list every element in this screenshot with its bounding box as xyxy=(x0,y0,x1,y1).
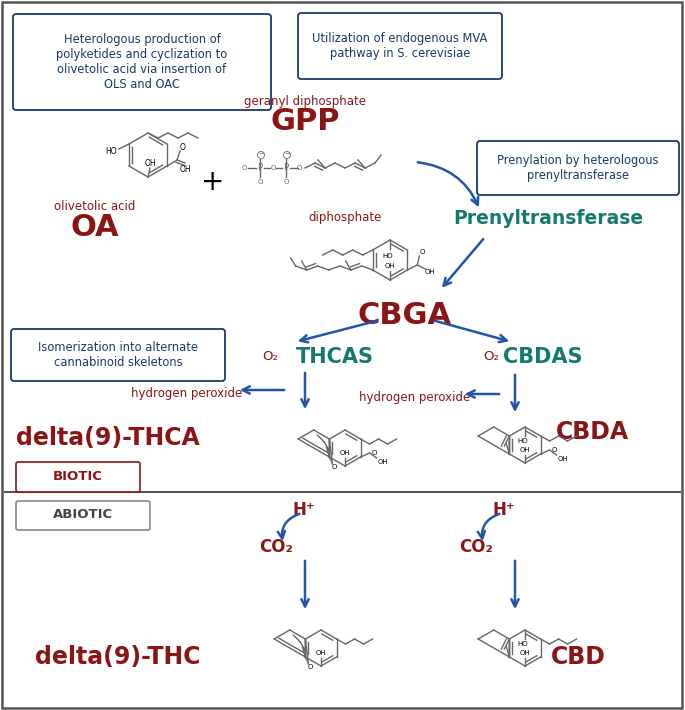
Text: OH: OH xyxy=(340,450,350,456)
Text: CO₂: CO₂ xyxy=(459,538,493,556)
Text: OH: OH xyxy=(558,456,568,462)
Text: O: O xyxy=(284,179,288,185)
Text: HO: HO xyxy=(105,148,116,156)
Text: CBGA: CBGA xyxy=(358,302,452,330)
Text: O₂: O₂ xyxy=(262,351,278,364)
Text: O: O xyxy=(271,165,275,171)
Text: BIOTIC: BIOTIC xyxy=(53,471,103,484)
Text: H⁺: H⁺ xyxy=(493,501,515,519)
Text: CBDAS: CBDAS xyxy=(503,347,583,367)
Text: delta(9)-THC: delta(9)-THC xyxy=(35,645,201,669)
Text: P: P xyxy=(258,163,262,173)
Text: O: O xyxy=(241,165,247,171)
Text: O: O xyxy=(332,464,337,470)
Text: hydrogen peroxide: hydrogen peroxide xyxy=(360,391,471,403)
Text: O: O xyxy=(420,249,425,255)
Text: Heterologous production of
polyketides and cyclization to
olivetolic acid via in: Heterologous production of polyketides a… xyxy=(56,33,227,91)
Text: OH: OH xyxy=(520,650,530,656)
FancyBboxPatch shape xyxy=(298,13,502,79)
FancyBboxPatch shape xyxy=(13,14,271,110)
Text: O: O xyxy=(308,664,313,670)
FancyBboxPatch shape xyxy=(16,501,150,530)
Text: O: O xyxy=(372,450,377,456)
Text: Prenyltransferase: Prenyltransferase xyxy=(453,209,643,227)
Text: OH: OH xyxy=(316,650,326,656)
Text: GPP: GPP xyxy=(271,106,340,136)
Text: O: O xyxy=(258,179,262,185)
Text: −: − xyxy=(258,151,264,157)
Text: O: O xyxy=(552,447,558,453)
Text: OH: OH xyxy=(425,269,436,275)
Text: O₂: O₂ xyxy=(483,351,499,364)
Text: ABIOTIC: ABIOTIC xyxy=(53,508,113,522)
Text: geranyl diphosphate: geranyl diphosphate xyxy=(244,96,366,109)
Text: OH: OH xyxy=(520,447,530,453)
Text: −: − xyxy=(284,151,290,157)
Text: CO₂: CO₂ xyxy=(259,538,293,556)
Text: OA: OA xyxy=(71,214,119,243)
Text: P: P xyxy=(284,163,288,173)
Text: OH: OH xyxy=(144,158,155,168)
Text: HO: HO xyxy=(518,438,528,444)
Text: HO: HO xyxy=(518,641,528,647)
Text: delta(9)-THCA: delta(9)-THCA xyxy=(16,426,200,450)
Text: CBD: CBD xyxy=(551,645,606,669)
Text: H⁺: H⁺ xyxy=(292,501,315,519)
FancyBboxPatch shape xyxy=(16,462,140,492)
Text: HO: HO xyxy=(383,253,393,259)
Text: diphosphate: diphosphate xyxy=(308,212,382,224)
Text: Prenylation by heterologous
prenyltransferase: Prenylation by heterologous prenyltransf… xyxy=(497,154,659,182)
Text: CBDA: CBDA xyxy=(556,420,629,444)
Text: OH: OH xyxy=(385,263,395,269)
FancyBboxPatch shape xyxy=(11,329,225,381)
Text: O: O xyxy=(297,165,301,171)
Text: olivetolic acid: olivetolic acid xyxy=(54,200,136,214)
Text: Isomerization into alternate
cannabinoid skeletons: Isomerization into alternate cannabinoid… xyxy=(38,341,198,369)
Text: Utilization of endogenous MVA
pathway in S. cerevisiae: Utilization of endogenous MVA pathway in… xyxy=(312,32,488,60)
Text: O: O xyxy=(180,143,186,151)
Text: OH: OH xyxy=(179,165,191,173)
Text: hydrogen peroxide: hydrogen peroxide xyxy=(132,386,242,400)
Text: THCAS: THCAS xyxy=(296,347,374,367)
FancyBboxPatch shape xyxy=(477,141,679,195)
Text: OH: OH xyxy=(377,459,388,465)
Text: +: + xyxy=(201,168,225,196)
